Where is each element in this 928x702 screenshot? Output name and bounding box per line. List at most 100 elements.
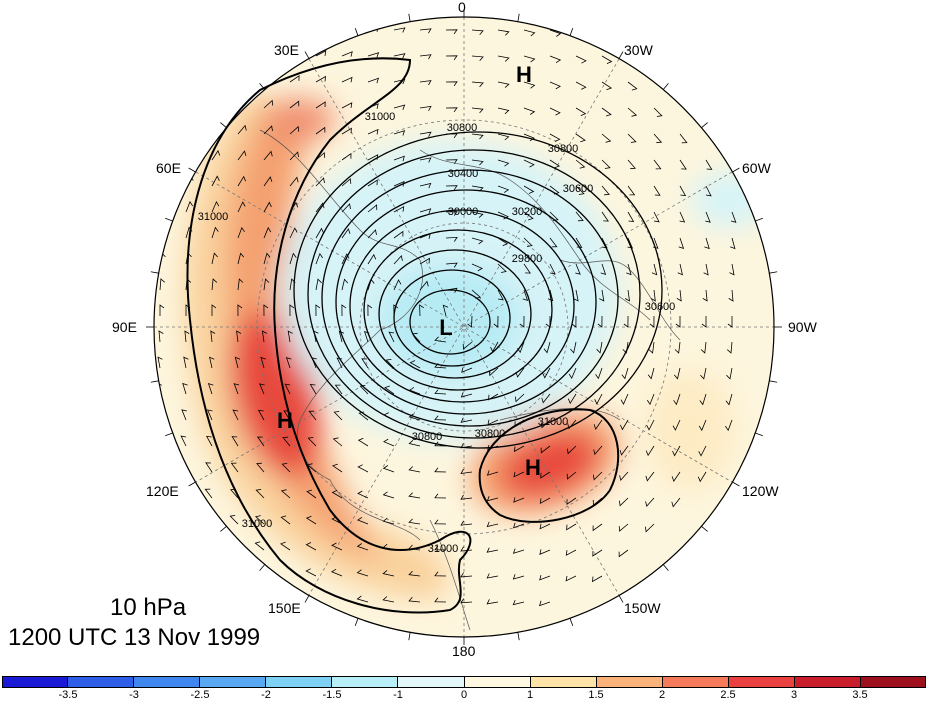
wind-barb	[497, 289, 504, 301]
wind-barb	[315, 252, 323, 265]
wind-barb	[263, 125, 273, 135]
wind-barb	[497, 133, 510, 141]
wind-barb	[460, 417, 473, 423]
wind-barb	[575, 55, 587, 64]
wind-barb	[486, 521, 499, 528]
wind-barb	[460, 443, 473, 449]
wind-barb	[601, 237, 608, 249]
colorbar-swatch	[134, 676, 201, 688]
wind-barb	[185, 278, 192, 291]
wind-barb	[620, 393, 629, 405]
wind-barb	[673, 367, 681, 380]
colorbar-tick-label: 2	[658, 689, 666, 701]
wind-barb	[601, 185, 610, 196]
wind-barb	[567, 445, 577, 455]
wind-barb	[460, 598, 473, 604]
boundary-tick	[188, 481, 196, 487]
wind-barb	[488, 393, 499, 401]
wind-barb	[305, 515, 317, 525]
colorbar-tick-label: 1.5	[588, 689, 604, 701]
wind-barb	[671, 497, 681, 508]
boundary-tick	[732, 481, 740, 487]
wind-barb	[434, 597, 447, 603]
wind-barb	[575, 133, 586, 143]
wind-barb	[306, 489, 317, 499]
wind-barb	[461, 367, 473, 373]
wind-barb	[206, 409, 213, 421]
wind-barb	[331, 516, 343, 525]
longitude-label: 120W	[742, 483, 779, 499]
wind-barb	[315, 177, 325, 187]
wind-barb	[157, 356, 163, 369]
wind-barb	[672, 445, 681, 457]
wind-barb	[434, 545, 447, 551]
longitude-label: 120E	[146, 483, 179, 499]
wind-barb	[568, 367, 577, 379]
wind-barb	[315, 278, 322, 291]
wind-barb	[237, 201, 246, 213]
wind-barbs	[156, 25, 737, 607]
wind-barb	[678, 237, 685, 250]
wind-barb	[361, 358, 369, 369]
wind-barb	[289, 227, 298, 239]
wind-barb	[419, 182, 432, 189]
contour-label: 31000	[365, 111, 396, 123]
wind-barb	[486, 599, 499, 605]
wind-barb	[601, 55, 613, 64]
wind-barb	[497, 81, 510, 88]
wind-barb	[382, 570, 395, 577]
wind-barb	[408, 439, 421, 447]
wind-barb	[700, 367, 707, 380]
longitude-label: 60W	[742, 160, 771, 176]
colorbar-swatch	[530, 676, 597, 688]
wind-barb	[445, 185, 458, 191]
wind-barb	[211, 304, 217, 316]
wind-barb	[513, 497, 525, 503]
wind-barb	[409, 360, 421, 369]
wind-barb	[601, 159, 611, 169]
boundary-tick	[354, 28, 359, 36]
wind-barb	[230, 462, 239, 473]
wind-barb	[358, 411, 369, 421]
wind-barb	[285, 356, 292, 369]
wind-barb	[385, 359, 395, 369]
height-contour-31000	[186, 57, 620, 614]
contour-label-layer: 31000 30800 30800 30600 30400 30200 3000…	[198, 111, 676, 555]
wind-barb	[653, 133, 663, 144]
boundary-tick	[165, 217, 173, 222]
pressure-level-label: 10 hPa	[110, 594, 187, 621]
boundary-tick	[150, 380, 159, 383]
wind-barb	[627, 185, 636, 196]
contour-label: 31000	[242, 518, 273, 530]
wind-barb	[471, 55, 484, 61]
wind-barb	[289, 278, 296, 291]
wind-barb	[487, 444, 499, 451]
wind-barb	[289, 252, 297, 265]
boundary-tick	[662, 83, 669, 90]
wind-barb	[254, 515, 265, 525]
wind-barb	[263, 252, 271, 265]
wind-barb	[471, 263, 483, 272]
wind-barb	[434, 571, 447, 577]
wind-barb	[384, 385, 395, 395]
boundary-tick	[220, 525, 227, 532]
wind-barb	[419, 28, 432, 34]
wind-barb	[357, 464, 369, 473]
contour-label: 31000	[428, 543, 459, 555]
wind-barb	[486, 470, 499, 476]
wind-barb	[651, 263, 658, 276]
wind-barb	[460, 468, 473, 475]
wind-barb	[393, 255, 403, 265]
wind-barb	[573, 289, 579, 302]
wind-barb	[232, 409, 239, 421]
wind-barb	[331, 490, 343, 499]
wind-barb	[185, 200, 194, 213]
wind-barb	[367, 52, 380, 58]
wind-barb	[408, 492, 421, 499]
wind-barb	[727, 316, 733, 328]
boundary-tick	[165, 432, 173, 437]
wind-barb	[467, 315, 473, 328]
wind-barb	[627, 237, 634, 249]
wind-barb	[726, 367, 733, 380]
wind-barb	[515, 393, 525, 403]
